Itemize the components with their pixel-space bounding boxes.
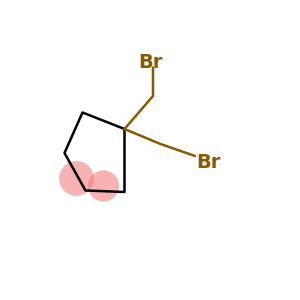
Text: Br: Br	[138, 52, 162, 71]
Circle shape	[88, 170, 119, 202]
Circle shape	[59, 161, 94, 196]
Text: Br: Br	[196, 152, 221, 172]
